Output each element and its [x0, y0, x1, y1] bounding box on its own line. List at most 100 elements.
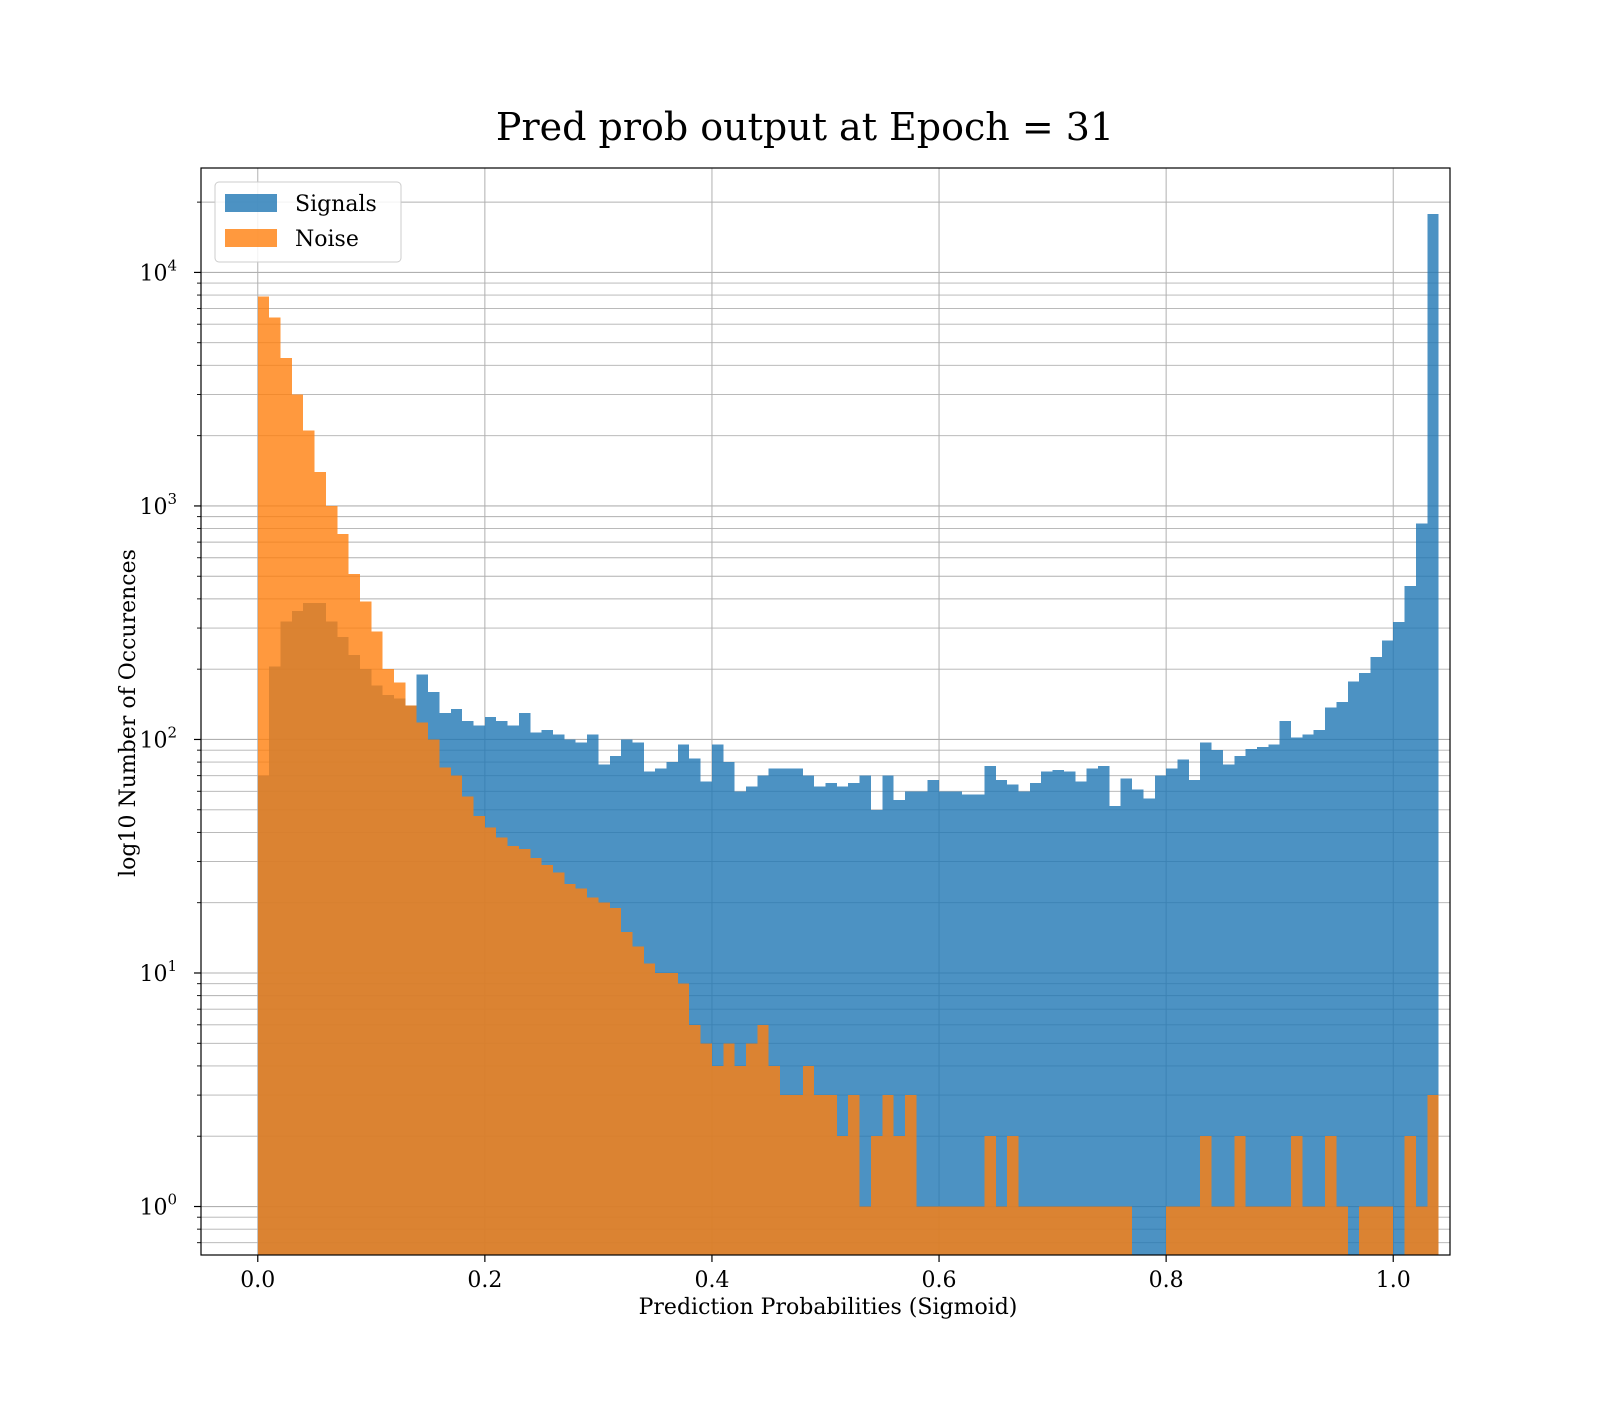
bar-noise	[666, 972, 678, 1255]
bar-noise	[939, 1206, 951, 1255]
bar-signals	[882, 775, 894, 1255]
bar-noise	[416, 722, 429, 1255]
bar-signals	[768, 768, 781, 1255]
bar-signals	[859, 775, 871, 1255]
bar-signals	[893, 800, 905, 1255]
bar-noise	[587, 897, 599, 1255]
bar-noise	[291, 394, 304, 1255]
plot-frame	[200, 167, 1451, 1256]
bar-noise	[405, 705, 417, 1255]
bar-noise	[927, 1206, 940, 1255]
bar-noise	[1404, 1136, 1416, 1255]
bar-signals	[1075, 781, 1087, 1255]
legend-swatch-noise	[225, 229, 277, 247]
bar-noise	[904, 1095, 917, 1255]
bar-noise	[1415, 1206, 1428, 1255]
bar-signals	[1041, 771, 1053, 1255]
bar-noise	[848, 1095, 860, 1255]
bar-signals	[1098, 765, 1110, 1255]
bar-signals	[814, 786, 826, 1255]
bar-signals	[1052, 770, 1064, 1255]
x-tick-label: 1.0	[1376, 1268, 1411, 1293]
bar-noise	[1188, 1206, 1201, 1255]
bar-signals	[723, 762, 735, 1255]
bar-noise	[1370, 1206, 1382, 1255]
bar-signals	[734, 791, 747, 1255]
bar-signals	[1359, 672, 1371, 1255]
bar-noise	[564, 884, 576, 1255]
bar-noise	[916, 1206, 928, 1255]
chart-title: Pred prob output at Epoch = 31	[496, 105, 1114, 149]
bar-signals	[961, 794, 974, 1255]
axes: 0.0 0.2 0.4 0.6 0.8 1.0 100 101 102 103 104	[139, 167, 1451, 1293]
bar-noise	[303, 430, 315, 1255]
bar-noise	[598, 902, 610, 1255]
bar-noise	[995, 1206, 1008, 1255]
bar-noise	[882, 1095, 894, 1255]
bar-noise	[768, 1065, 781, 1255]
bar-noise	[314, 471, 326, 1255]
bar-signals	[1029, 783, 1042, 1255]
bar-noise	[1063, 1206, 1076, 1255]
bar-noise	[1120, 1206, 1133, 1255]
bar-noise	[1200, 1136, 1212, 1255]
bar-noise	[825, 1095, 837, 1255]
bar-signals	[1381, 640, 1394, 1255]
bar-signals	[1063, 771, 1076, 1255]
bar-signals	[1370, 656, 1382, 1255]
bar-signals	[973, 794, 985, 1255]
bar-noise	[1336, 1206, 1348, 1255]
bar-noise	[950, 1206, 962, 1255]
bar-noise	[1279, 1206, 1292, 1255]
bar-noise	[439, 767, 451, 1255]
bar-noise	[984, 1136, 996, 1255]
bar-signals	[1393, 622, 1405, 1255]
bar-noise	[870, 1136, 883, 1255]
bar-signals	[1154, 775, 1167, 1255]
bar-signals	[1166, 768, 1178, 1255]
bar-noise	[325, 505, 338, 1255]
bar-noise	[1302, 1206, 1314, 1255]
bar-noise	[382, 669, 395, 1255]
bar-signals	[746, 786, 758, 1255]
y-tick-label: 101	[139, 957, 177, 987]
x-tick-label: 0.6	[922, 1268, 957, 1293]
bar-noise	[518, 848, 531, 1255]
bar-signals	[1404, 585, 1416, 1255]
bar-noise	[1211, 1206, 1223, 1255]
bar-signals	[1427, 213, 1439, 1255]
bar-noise	[484, 827, 497, 1255]
bar-signals	[1120, 778, 1133, 1255]
x-axis-label: Prediction Probabilities (Sigmoid)	[639, 1295, 1018, 1320]
bar-noise	[780, 1095, 792, 1255]
bar-signals	[700, 781, 712, 1255]
bar-signals	[689, 758, 701, 1255]
bar-signals	[1415, 523, 1428, 1255]
bar-noise	[575, 888, 588, 1255]
bar-noise	[359, 601, 372, 1255]
x-tick-label: 0.4	[694, 1268, 729, 1293]
bar-noise	[1291, 1136, 1303, 1255]
y-tick-label: 100	[139, 1191, 177, 1221]
bar-noise	[1007, 1136, 1019, 1255]
bar-signals	[950, 791, 962, 1255]
bar-signals	[1347, 681, 1360, 1255]
bar-noise	[1109, 1206, 1121, 1255]
bar-noise	[462, 796, 474, 1255]
y-tick-label: 104	[139, 256, 177, 286]
bar-signals	[1302, 734, 1314, 1255]
bar-noise	[530, 858, 542, 1255]
bar-noise	[859, 1206, 871, 1255]
bar-noise	[1029, 1206, 1042, 1255]
bar-signals	[1313, 729, 1326, 1255]
x-tick-label: 0.2	[467, 1268, 502, 1293]
bar-signals	[1279, 720, 1292, 1255]
bar-noise	[1041, 1206, 1053, 1255]
bar-signals	[836, 786, 849, 1255]
bar-noise	[1018, 1206, 1030, 1255]
bar-noise	[711, 1065, 724, 1255]
bar-signals	[995, 780, 1008, 1255]
legend-label-signals: Signals	[295, 192, 377, 217]
bar-noise	[496, 837, 508, 1255]
